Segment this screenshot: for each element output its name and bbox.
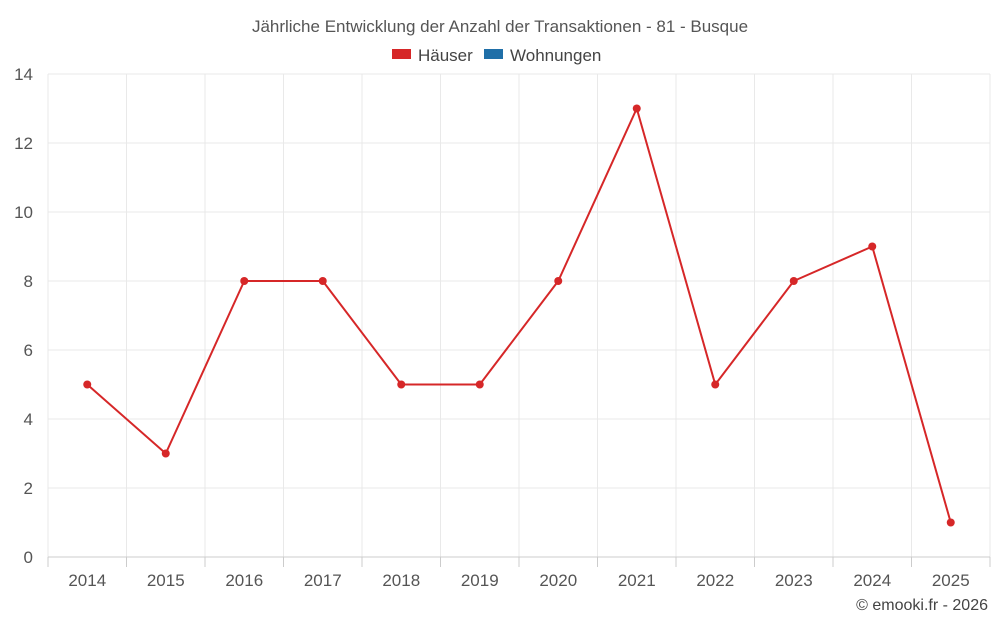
data-point[interactable] [868, 242, 877, 251]
data-point[interactable] [475, 380, 484, 389]
data-point[interactable] [711, 380, 720, 389]
axes: 0 2 4 6 8 10 12 14 2014 2015 2016 2017 2018 2019 2020 2… [14, 65, 991, 590]
legend-item-hauser[interactable]: Häuser [392, 46, 473, 65]
series-line [86, 107, 952, 523]
data-point[interactable] [789, 277, 798, 285]
legend-swatch-hauser [392, 49, 411, 59]
data-point[interactable] [554, 277, 563, 285]
x-tick-label: 2018 [382, 571, 420, 590]
legend-label-hauser: Häuser [418, 46, 473, 65]
credit-text: © emooki.fr - 2026 [856, 597, 988, 614]
data-point[interactable] [83, 380, 92, 389]
x-tick-label: 2023 [775, 571, 813, 590]
data-point[interactable] [946, 518, 955, 527]
x-tick-label: 2020 [539, 571, 577, 590]
x-tick-label: 2016 [225, 571, 263, 590]
legend: Häuser Wohnungen [392, 46, 601, 65]
x-tick-label: 2019 [461, 571, 499, 590]
y-tick-label: 10 [14, 203, 33, 222]
data-point[interactable] [240, 277, 249, 285]
x-tick-label: 2015 [147, 571, 185, 590]
y-tick-label: 4 [24, 410, 33, 429]
y-tick-label: 12 [14, 134, 33, 153]
y-tick-label: 8 [24, 272, 33, 291]
y-tick-label: 14 [14, 65, 33, 84]
chart-title: Jährliche Entwicklung der Anzahl der Tra… [252, 17, 748, 36]
x-tick-label: 2024 [853, 571, 891, 590]
series [83, 104, 955, 527]
y-tick-label: 6 [24, 341, 33, 360]
data-point[interactable] [632, 104, 641, 113]
legend-swatch-wohnungen [484, 49, 503, 59]
data-point[interactable] [161, 449, 170, 458]
x-tick-label: 2021 [618, 571, 656, 590]
y-tick-label: 0 [24, 548, 33, 567]
y-tick-label: 2 [24, 479, 33, 498]
grid [47, 73, 991, 557]
x-tick-label: 2014 [68, 571, 106, 590]
x-tick-label: 2017 [304, 571, 342, 590]
data-point[interactable] [397, 380, 406, 389]
legend-item-wohnungen[interactable]: Wohnungen [484, 46, 601, 65]
x-tick-label: 2025 [932, 571, 970, 590]
data-point[interactable] [318, 277, 327, 285]
legend-label-wohnungen: Wohnungen [510, 46, 601, 65]
x-tick-label: 2022 [696, 571, 734, 590]
